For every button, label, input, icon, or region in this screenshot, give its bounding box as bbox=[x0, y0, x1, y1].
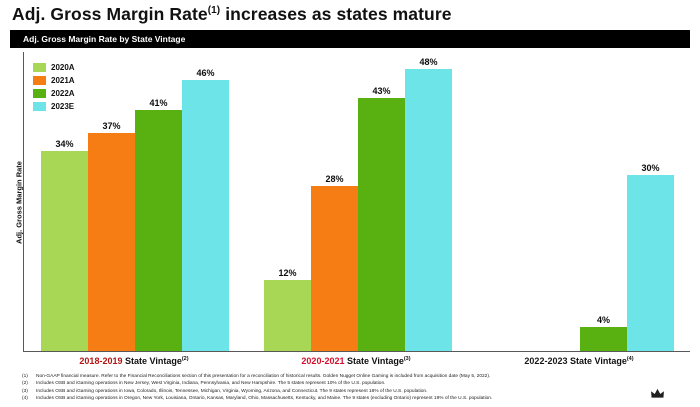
chart-header-bar: Adj. Gross Margin Rate by State Vintage bbox=[10, 30, 690, 48]
bar-2023E-2022-2023 bbox=[627, 175, 674, 351]
slide-title: Adj. Gross Margin Rate(1) increases as s… bbox=[12, 4, 452, 25]
legend-label: 2023E bbox=[51, 102, 75, 111]
x-axis-label-2018-2019: 2018-2019 State Vintage(2) bbox=[23, 356, 245, 366]
legend-item-2021A: 2021A bbox=[33, 74, 75, 87]
x-axis-label-2022-2023: 2022-2023 State Vintage(4) bbox=[468, 356, 690, 366]
footnote-4: (4) Includes OSB and iGaming operations i… bbox=[22, 395, 636, 402]
footnote-text: Includes OSB and iGaming operations in I… bbox=[36, 388, 428, 394]
x-axis-vintage-text: State Vintage bbox=[344, 356, 404, 366]
x-axis-years: 2022-2023 bbox=[524, 356, 568, 366]
slide-title-suffix: increases as states mature bbox=[220, 4, 452, 24]
bar-value-label: 43% bbox=[372, 86, 391, 96]
x-axis-footnote-ref: (2) bbox=[181, 356, 189, 362]
bar-value-label: 48% bbox=[419, 57, 438, 67]
legend-item-2022A: 2022A bbox=[33, 87, 75, 100]
bar-chart-plot-area: 34% 37% 41% 46% 12% 28% 43% 48% 4% 30% bbox=[23, 52, 690, 352]
bar-2023E-2018-2019 bbox=[182, 80, 229, 351]
x-axis-years: 2020-2021 bbox=[301, 356, 345, 366]
bar-value-label: 37% bbox=[102, 121, 121, 131]
footnote-text: Includes OSB and iGaming operations in O… bbox=[36, 396, 493, 402]
crown-logo bbox=[651, 388, 664, 398]
footnotes-list: (1) Non-GAAP financial measure. Refer to … bbox=[22, 373, 636, 403]
legend-swatch-icon bbox=[33, 89, 46, 98]
chart-legend: 2020A 2021A 2022A 2023E bbox=[33, 61, 75, 113]
bar-2021A-2020-2021 bbox=[311, 186, 358, 351]
bar-2021A-2018-2019 bbox=[88, 133, 135, 351]
bar-2020A-2020-2021 bbox=[264, 280, 311, 351]
footnote-number: (2) bbox=[22, 381, 28, 387]
footnote-number: (4) bbox=[22, 396, 28, 402]
footnote-1: (1) Non-GAAP financial measure. Refer to … bbox=[22, 373, 636, 380]
legend-label: 2020A bbox=[51, 63, 75, 72]
footnote-text: Non-GAAP financial measure. Refer to the… bbox=[36, 374, 491, 379]
x-axis-footnote-ref: (3) bbox=[403, 356, 411, 362]
legend-swatch-icon bbox=[33, 63, 46, 72]
bar-2022A-2022-2023 bbox=[580, 327, 627, 351]
bar-value-label: 41% bbox=[149, 98, 168, 108]
x-axis-years: 2018-2019 bbox=[79, 356, 123, 366]
footnote-2: (2) Includes OSB and iGaming operations i… bbox=[22, 380, 636, 387]
chart-header-label: Adj. Gross Margin Rate by State Vintage bbox=[23, 34, 186, 44]
footnote-text: Includes OSB and iGaming operations in N… bbox=[36, 381, 386, 387]
bar-2020A-2018-2019 bbox=[41, 151, 88, 351]
x-axis-footnote-ref: (4) bbox=[626, 356, 634, 362]
footnote-number: (1) bbox=[22, 374, 28, 379]
bar-value-label: 30% bbox=[641, 163, 660, 173]
bar-value-label: 4% bbox=[596, 315, 610, 325]
bar-value-label: 46% bbox=[196, 68, 215, 78]
slide-title-text: Adj. Gross Margin Rate bbox=[12, 4, 208, 24]
bar-2022A-2018-2019 bbox=[135, 110, 182, 351]
bar-value-label: 34% bbox=[55, 139, 74, 149]
footnote-number: (3) bbox=[22, 388, 28, 394]
x-axis-vintage-text: State Vintage bbox=[567, 356, 627, 366]
legend-item-2023E: 2023E bbox=[33, 100, 75, 113]
bar-2023E-2020-2021 bbox=[405, 69, 452, 351]
footnote-3: (3) Includes OSB and iGaming operations i… bbox=[22, 388, 636, 395]
legend-item-2020A: 2020A bbox=[33, 61, 75, 74]
bar-value-label: 12% bbox=[278, 268, 297, 278]
legend-label: 2022A bbox=[51, 89, 75, 98]
bar-value-label: 28% bbox=[325, 174, 344, 184]
x-axis-category-labels: 2018-2019 State Vintage(2) 2020-2021 Stat… bbox=[23, 356, 690, 369]
slide-title-footnote-ref: (1) bbox=[207, 5, 221, 17]
legend-swatch-icon bbox=[33, 102, 46, 111]
legend-label: 2021A bbox=[51, 76, 75, 85]
bar-2022A-2020-2021 bbox=[358, 98, 405, 351]
x-axis-vintage-text: State Vintage bbox=[122, 356, 182, 366]
legend-swatch-icon bbox=[33, 76, 46, 85]
x-axis-label-2020-2021: 2020-2021 State Vintage(3) bbox=[245, 356, 467, 366]
